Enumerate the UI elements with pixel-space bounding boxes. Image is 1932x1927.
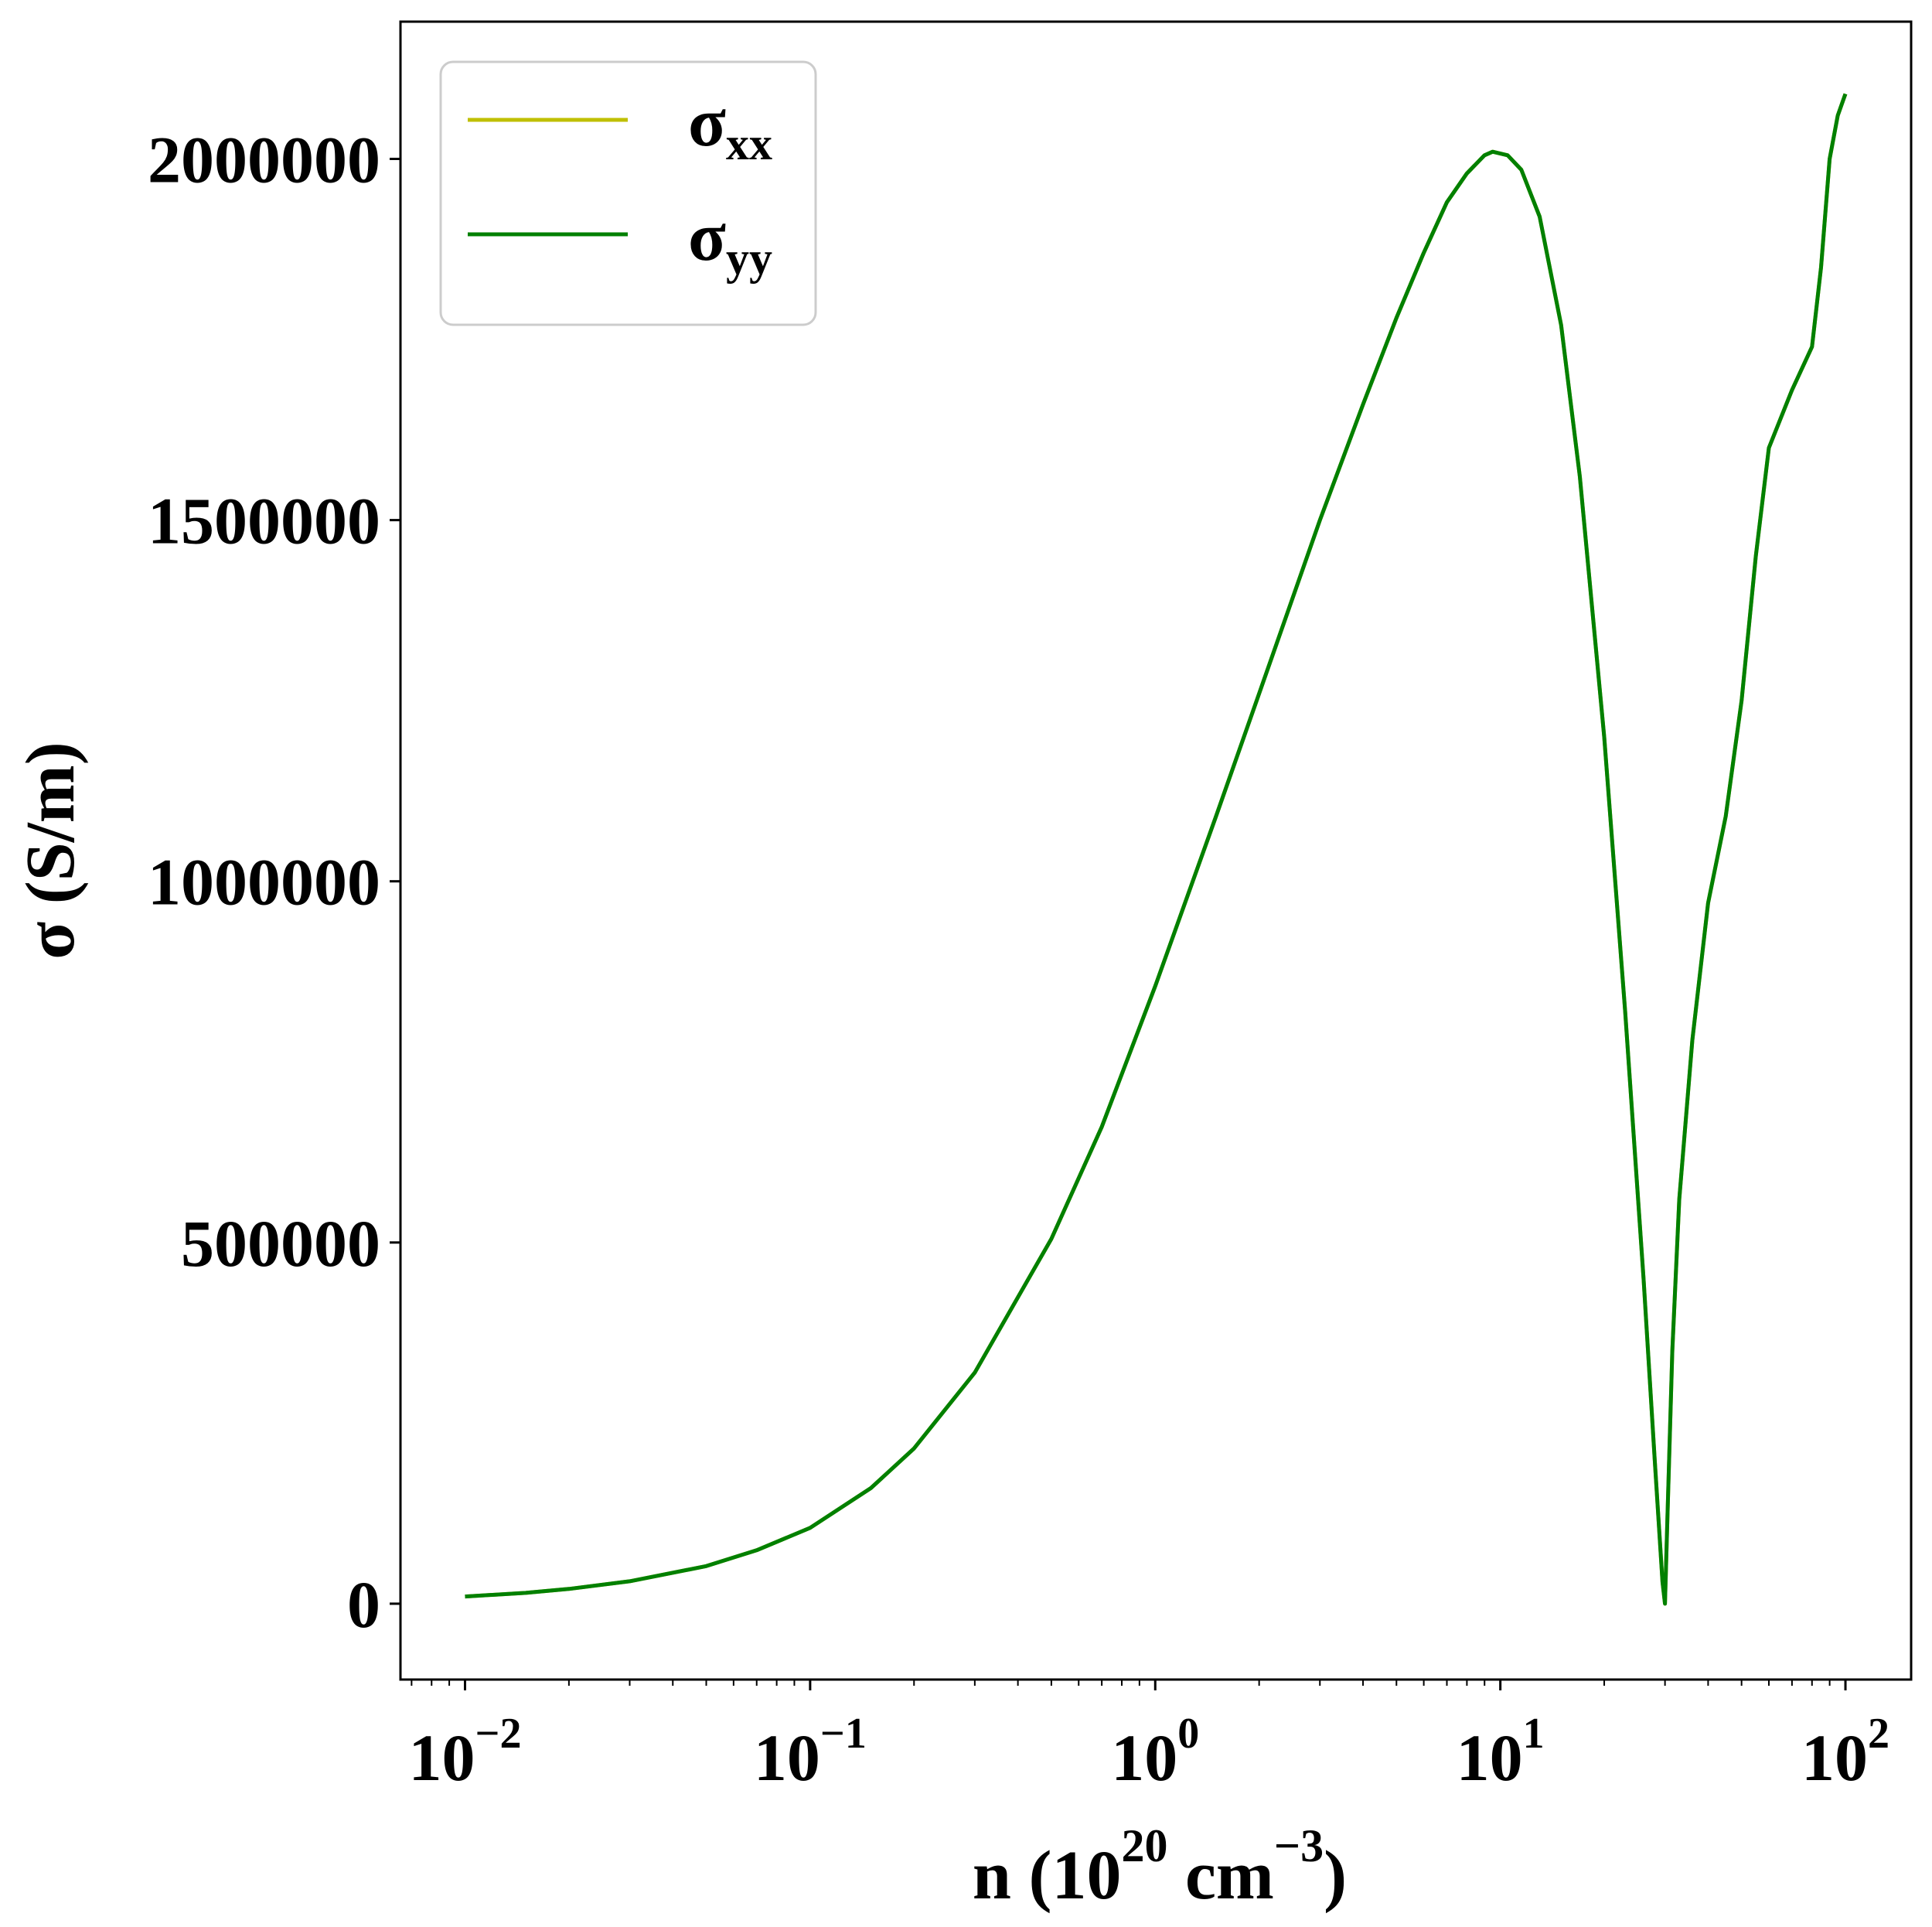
x-tick-label: 101 [1457, 1710, 1545, 1795]
x-tick-exponent: −2 [475, 1710, 522, 1758]
legend-label-sigma-yy-sub: yy [726, 233, 772, 284]
legend: σxx σyy [439, 60, 817, 326]
series-layer [465, 93, 1848, 1606]
legend-label-sigma-xx-sub: xx [726, 118, 772, 169]
legend-label-sigma-yy-symbol: σ [688, 199, 726, 275]
legend-label-sigma-xx-symbol: σ [688, 84, 726, 161]
series-line-sigma-yy [465, 93, 1848, 1606]
x-axis: 10−2 10−1 100 101 102 [409, 1680, 1889, 1795]
x-axis-label: n (1020 cm−3) [973, 1820, 1347, 1914]
y-axis: 0 500000 1000000 1500000 2000000 [148, 122, 400, 1642]
x-tick-exponent: −1 [820, 1710, 867, 1758]
x-tick-base: 10 [1801, 1721, 1868, 1795]
x-axis-label-mid: cm [1167, 1837, 1273, 1914]
x-tick-exponent: 0 [1177, 1710, 1199, 1758]
y-tick-label: 2000000 [148, 122, 380, 196]
x-axis-label-sup2: −3 [1274, 1820, 1324, 1871]
x-axis-label-end: ) [1324, 1837, 1347, 1914]
y-tick-label: 1500000 [148, 484, 380, 558]
x-tick-label: 102 [1801, 1710, 1889, 1795]
y-tick-label: 0 [347, 1567, 380, 1642]
x-tick-base: 10 [754, 1721, 820, 1795]
x-axis-label-sup1: 20 [1121, 1820, 1167, 1871]
y-axis-label: σ (S/m) [12, 742, 89, 959]
x-tick-label: 100 [1111, 1710, 1199, 1795]
legend-label-sigma-xx: σxx [688, 84, 772, 169]
y-tick-label: 1000000 [148, 845, 380, 919]
legend-label-sigma-yy: σyy [688, 199, 772, 284]
x-tick-exponent: 2 [1868, 1710, 1889, 1758]
x-axis-label-main: n (10 [973, 1837, 1122, 1914]
y-tick-label: 500000 [181, 1206, 380, 1281]
x-tick-base: 10 [1457, 1721, 1523, 1795]
legend-box [439, 60, 817, 326]
x-tick-label: 10−1 [754, 1710, 867, 1795]
x-tick-base: 10 [1111, 1721, 1177, 1795]
x-tick-exponent: 1 [1523, 1710, 1545, 1758]
x-tick-base: 10 [409, 1721, 475, 1795]
x-tick-label: 10−2 [409, 1710, 522, 1795]
